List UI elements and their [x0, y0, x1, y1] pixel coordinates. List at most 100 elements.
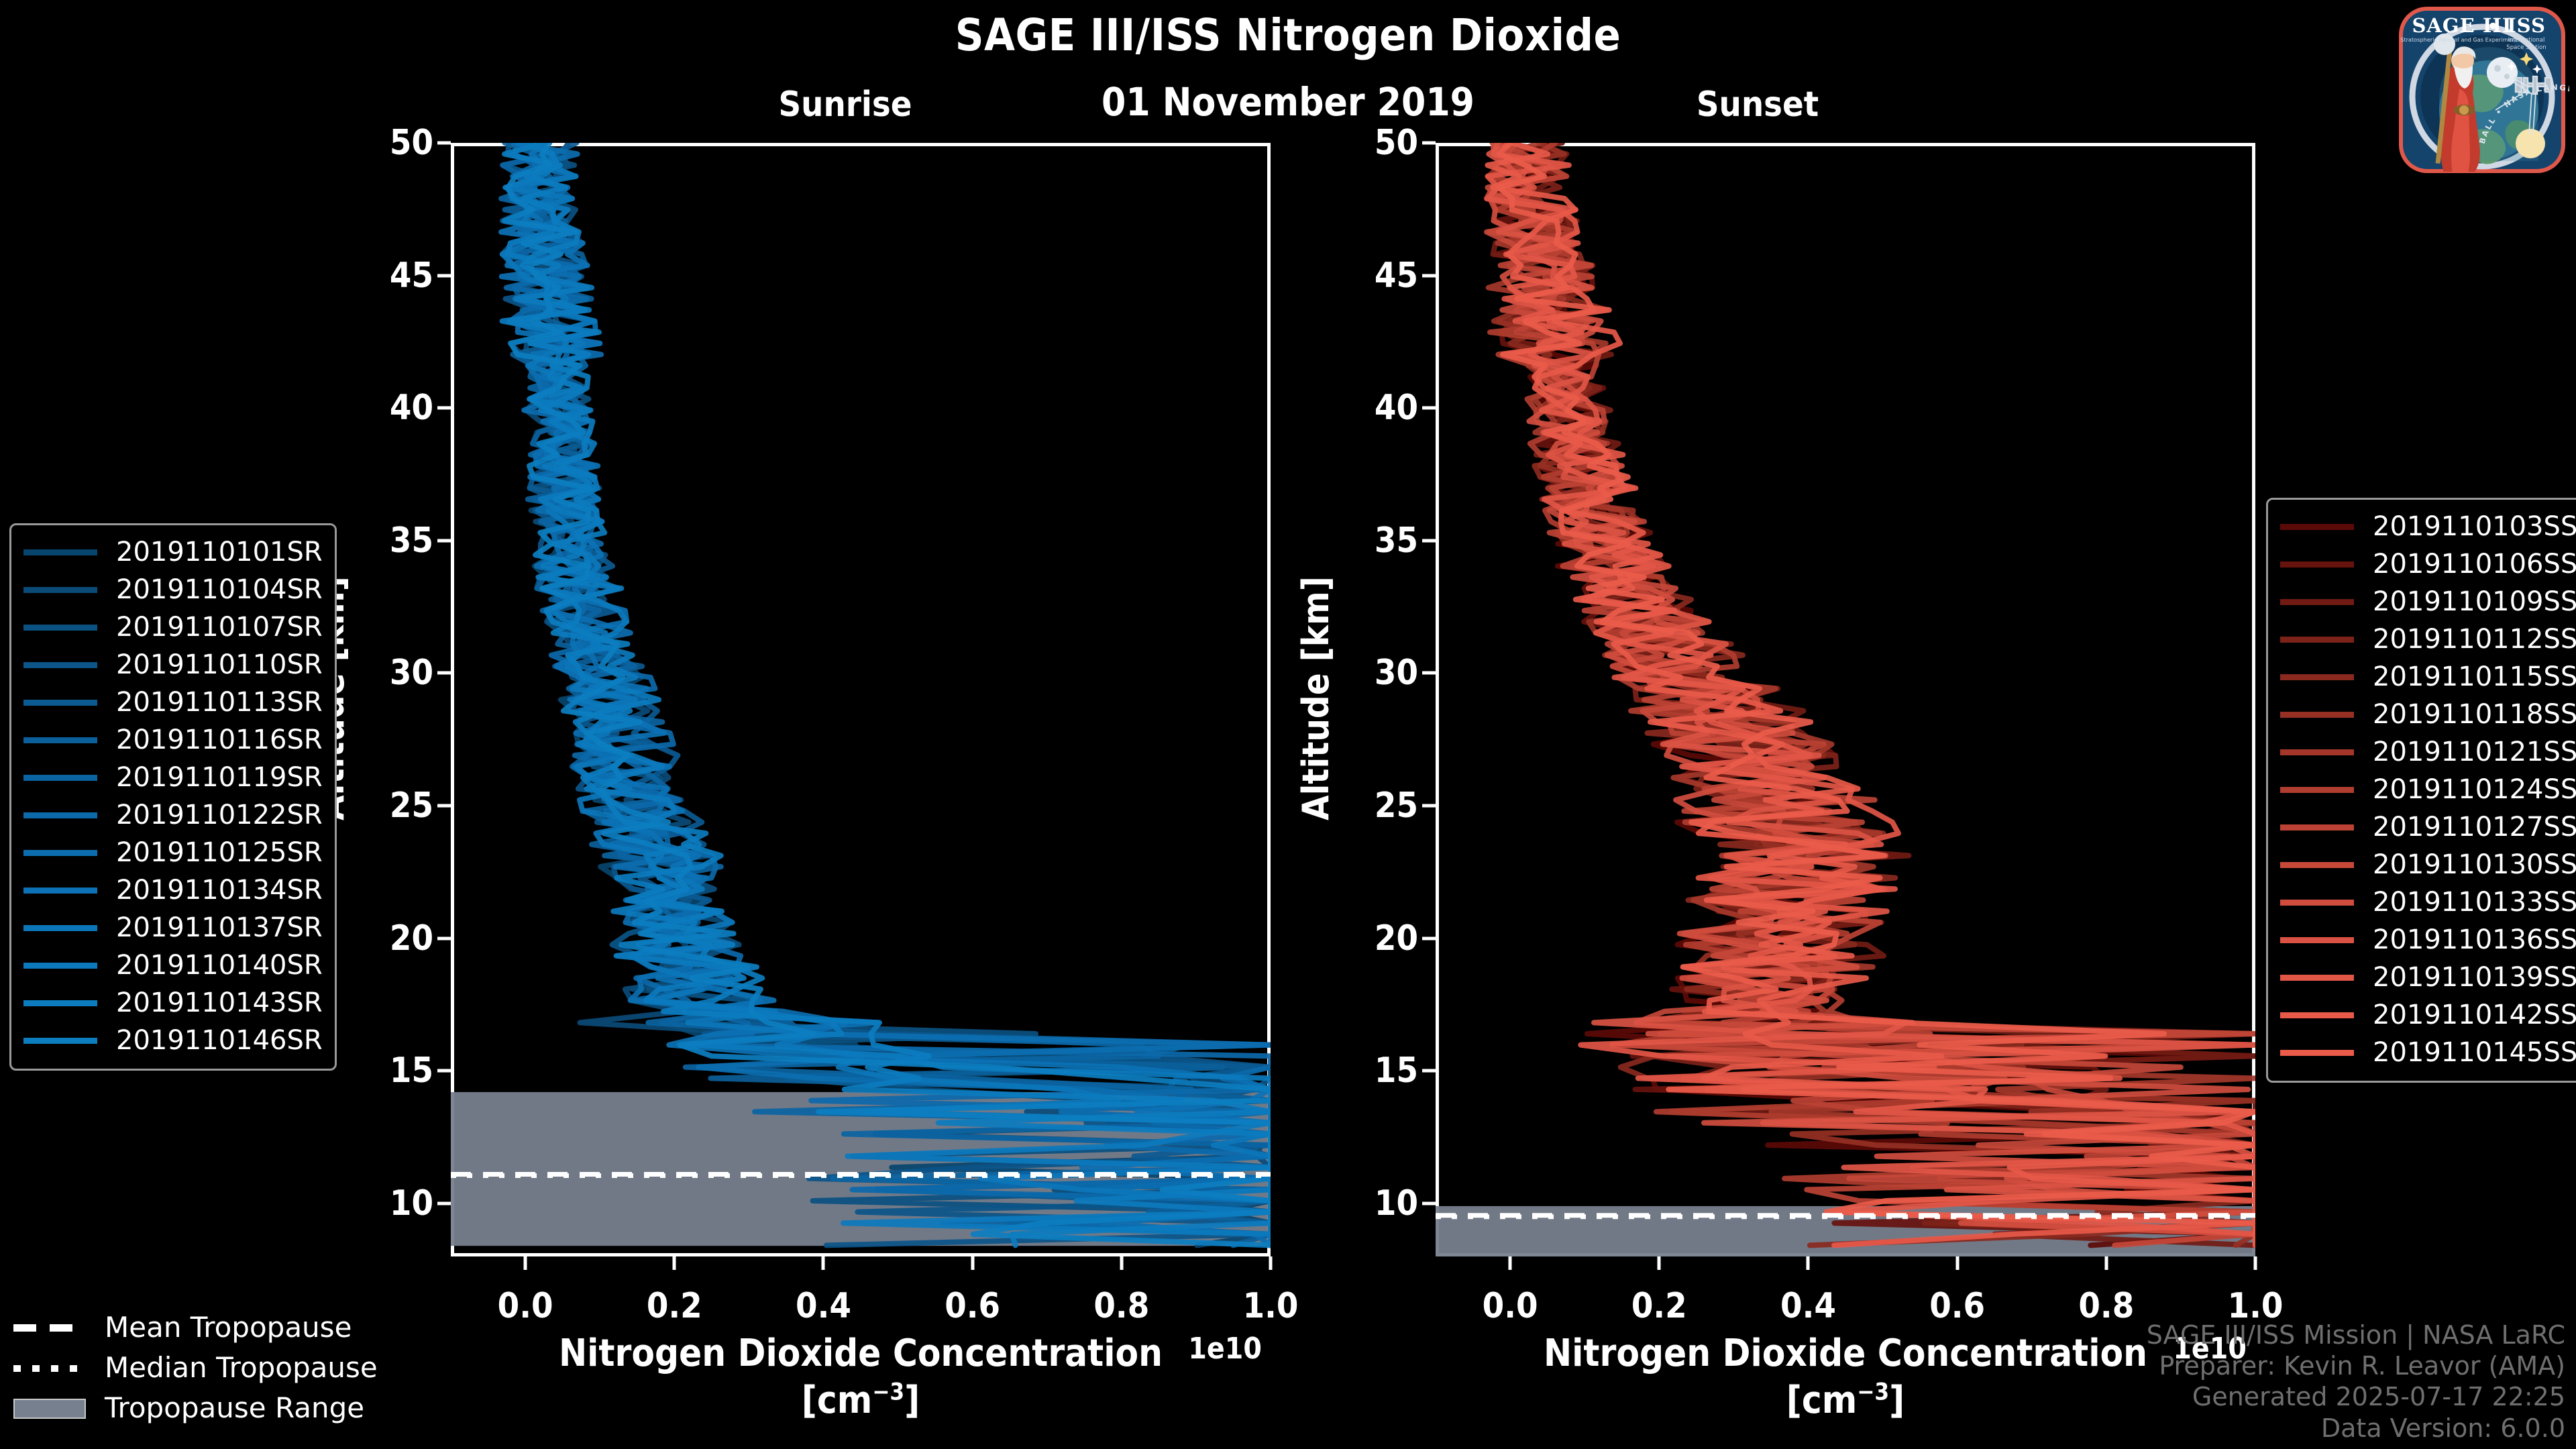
legend-item[interactable]: 2019110115SS: [2280, 658, 2576, 696]
legend-item[interactable]: 2019110122SR: [23, 796, 323, 834]
y-tick-label: 45: [389, 255, 433, 296]
legend-label: 2019110133SS: [2373, 887, 2576, 918]
y-tick-mark: [1422, 539, 1436, 543]
legend-item[interactable]: 2019110146SR: [23, 1022, 323, 1059]
x-tick-label: 0.8: [2078, 1286, 2135, 1326]
date-title: 01 November 2019: [1102, 79, 1474, 125]
y-tick-label: 15: [1374, 1051, 1418, 1091]
legend-item[interactable]: 2019110137SR: [23, 909, 323, 947]
legend-color-swatch: [23, 586, 97, 593]
legend-label: 2019110115SS: [2373, 661, 2576, 692]
legend-item[interactable]: 2019110109SS: [2280, 583, 2576, 621]
legend-item[interactable]: 2019110142SS: [2280, 996, 2576, 1034]
y-tick-label: 25: [1374, 786, 1418, 826]
plot-canvas-sunset: [1436, 143, 2255, 1256]
legend-item[interactable]: 2019110118SS: [2280, 696, 2576, 733]
legend-color-swatch: [2280, 674, 2354, 680]
legend-item[interactable]: 2019110143SR: [23, 984, 323, 1022]
legend-item[interactable]: 2019110140SR: [23, 947, 323, 984]
x-tick-label: 0.2: [646, 1286, 702, 1326]
legend-item[interactable]: 2019110113SR: [23, 684, 323, 721]
y-tick-mark: [1422, 671, 1436, 675]
legend-color-swatch: [2280, 786, 2354, 793]
legend-item[interactable]: 2019110133SS: [2280, 883, 2576, 921]
x-axis-label-text: Nitrogen Dioxide Concentration: [1544, 1332, 2147, 1375]
legend-item[interactable]: 2019110130SS: [2280, 846, 2576, 883]
x-tick-label: 0.2: [1631, 1286, 1687, 1326]
legend-color-swatch: [2280, 523, 2354, 530]
x-axis-unit: [cm−3]: [1786, 1379, 1905, 1422]
legend-color-swatch: [2280, 561, 2354, 568]
y-tick-label: 30: [389, 653, 433, 694]
legend-color-swatch: [2280, 598, 2354, 605]
legend-label: 2019110112SS: [2373, 624, 2576, 655]
legend-label: 2019110134SR: [116, 875, 323, 906]
x-tick-label: 0.0: [497, 1286, 553, 1326]
x-tick-label: 1.0: [2227, 1286, 2284, 1326]
legend-item[interactable]: 2019110136SS: [2280, 921, 2576, 959]
y-tick-label: 40: [389, 388, 433, 429]
legend-label: 2019110106SS: [2373, 549, 2576, 580]
legend-item[interactable]: 2019110125SR: [23, 834, 323, 871]
legend-label: 2019110110SR: [116, 649, 323, 680]
dotted-line-icon: [9, 1358, 90, 1376]
legend-item[interactable]: 2019110112SS: [2280, 621, 2576, 658]
x-tick-mark: [672, 1256, 676, 1270]
y-tick-label: 35: [1374, 520, 1418, 561]
profile-trace: [1496, 143, 2255, 1248]
legend-item[interactable]: 2019110104SR: [23, 571, 323, 608]
credits-line-preparer: Preparer: Kevin R. Leavor (AMA): [2159, 1350, 2565, 1381]
profile-traces: [1483, 143, 2255, 1248]
x-axis-unit: [cm−3]: [801, 1379, 920, 1422]
legend-item[interactable]: 2019110139SS: [2280, 959, 2576, 996]
legend-label: 2019110121SS: [2373, 737, 2576, 767]
page-title: SAGE III/ISS Nitrogen Dioxide: [955, 9, 1621, 61]
legend-label-tropopause-range: Tropopause Range: [105, 1391, 365, 1424]
y-tick-label: 40: [1374, 388, 1418, 429]
x-tick-mark: [2104, 1256, 2108, 1270]
y-tick-label: 10: [1374, 1183, 1418, 1224]
legend-label: 2019110104SR: [116, 574, 323, 605]
legend-item[interactable]: 2019110124SS: [2280, 771, 2576, 808]
y-tick-mark: [437, 406, 451, 410]
x-tick-label: 0.4: [796, 1286, 851, 1326]
dashed-line-icon: [9, 1318, 90, 1336]
svg-text:•: •: [2487, 17, 2499, 37]
legend-item[interactable]: 2019110106SS: [2280, 545, 2576, 583]
y-tick-label: 10: [389, 1183, 433, 1224]
y-tick-mark: [1422, 141, 1436, 145]
legend-color-swatch: [23, 812, 97, 818]
x-tick-mark: [523, 1256, 527, 1270]
x-tick-mark: [1955, 1256, 1960, 1270]
legend-item[interactable]: 2019110127SS: [2280, 808, 2576, 846]
legend-item[interactable]: 2019110119SR: [23, 759, 323, 796]
x-tick-mark: [1657, 1256, 1661, 1270]
credits-block: SAGE III/ISS Mission | NASA LaRC Prepare…: [2147, 1320, 2565, 1444]
y-tick-mark: [1422, 936, 1436, 941]
x-tick-mark: [971, 1256, 975, 1270]
legend-color-swatch: [2280, 1049, 2354, 1056]
legend-item[interactable]: 2019110103SS: [2280, 508, 2576, 545]
legend-color-swatch: [23, 962, 97, 969]
legend-item[interactable]: 2019110110SR: [23, 646, 323, 684]
sunrise-panel-title: Sunrise: [778, 85, 912, 125]
legend-item[interactable]: 2019110107SR: [23, 608, 323, 646]
y-tick-mark: [437, 539, 451, 543]
legend-item[interactable]: 2019110101SR: [23, 533, 323, 571]
legend-tropopause: Mean Tropopause Median Tropopause Tropop…: [9, 1307, 378, 1428]
legend-item[interactable]: 2019110134SR: [23, 871, 323, 909]
y-tick-mark: [1422, 1069, 1436, 1073]
legend-item[interactable]: 2019110121SS: [2280, 733, 2576, 771]
y-tick-mark: [437, 936, 451, 941]
x-tick-label: 0.6: [945, 1286, 1001, 1326]
legend-label-median-tropopause: Median Tropopause: [105, 1350, 378, 1384]
y-tick-label: 20: [1374, 918, 1418, 959]
legend-color-swatch: [2280, 711, 2354, 718]
legend-color-swatch: [23, 887, 97, 894]
y-axis-label: Altitude [km]: [1295, 576, 1337, 820]
legend-item[interactable]: 2019110116SR: [23, 721, 323, 759]
legend-item[interactable]: 2019110145SS: [2280, 1034, 2576, 1071]
profile-trace: [1485, 143, 2255, 1248]
svg-text:ISS: ISS: [2507, 14, 2546, 37]
x-tick-label: 0.8: [1093, 1286, 1150, 1326]
